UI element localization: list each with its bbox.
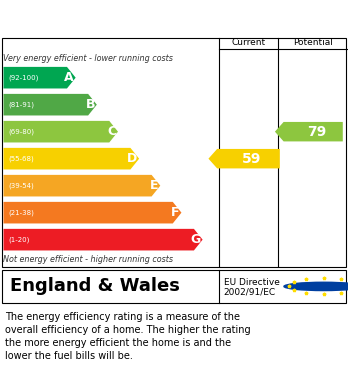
Polygon shape [208,149,280,169]
Polygon shape [3,175,160,196]
Text: G: G [191,233,201,246]
Polygon shape [3,67,76,88]
Text: D: D [127,152,137,165]
Text: 59: 59 [242,152,262,166]
Text: C: C [107,125,116,138]
Text: The energy efficiency rating is a measure of the
overall efficiency of a home. T: The energy efficiency rating is a measur… [5,312,251,361]
Text: Very energy efficient - lower running costs: Very energy efficient - lower running co… [3,54,173,63]
Polygon shape [3,94,97,115]
Polygon shape [3,229,203,251]
Text: (81-91): (81-91) [9,101,35,108]
Text: Potential: Potential [293,38,333,47]
Text: (55-68): (55-68) [9,155,34,162]
Text: E: E [150,179,159,192]
Text: Energy Efficiency Rating: Energy Efficiency Rating [10,11,220,26]
Text: A: A [64,71,74,84]
Text: (69-80): (69-80) [9,128,35,135]
Text: (21-38): (21-38) [9,210,34,216]
Text: England & Wales: England & Wales [10,277,180,296]
Text: B: B [86,98,95,111]
Polygon shape [3,121,118,142]
Text: 79: 79 [307,125,326,139]
Text: (1-20): (1-20) [9,237,30,243]
Polygon shape [275,122,343,142]
Text: Current: Current [231,38,266,47]
Text: F: F [171,206,180,219]
Polygon shape [3,148,139,169]
Text: EU Directive: EU Directive [224,278,280,287]
Text: (92-100): (92-100) [9,74,39,81]
Text: Not energy efficient - higher running costs: Not energy efficient - higher running co… [3,255,174,264]
Circle shape [284,282,348,291]
Text: (39-54): (39-54) [9,183,34,189]
Polygon shape [3,202,181,224]
Text: 2002/91/EC: 2002/91/EC [224,287,276,296]
